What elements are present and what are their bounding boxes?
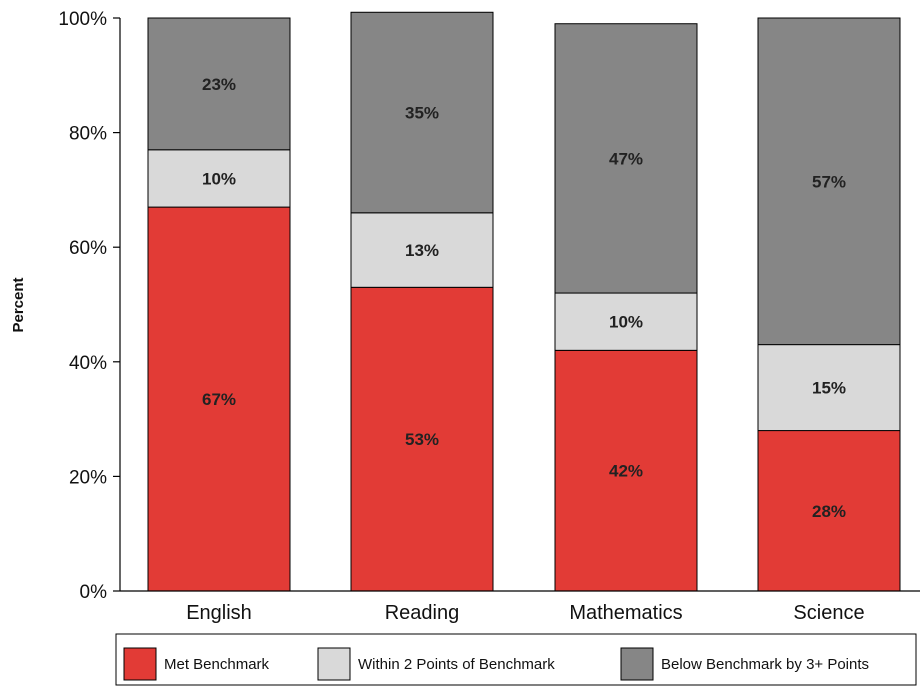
legend: Met Benchmark Within 2 Points of Benchmar… (115, 633, 917, 686)
data-label-science-below-benchmark-by-3-points: 57% (812, 172, 846, 191)
y-tick-label: 0% (80, 582, 108, 603)
y-tick-label: 60% (69, 238, 107, 259)
data-label-reading-within-2-points-of-benchmark: 13% (405, 241, 439, 260)
x-category-label: Science (793, 602, 864, 624)
y-ticks-group: 0% 20% 40% 60% 80% 100% (58, 9, 120, 603)
bar-mathematics-met-benchmark (554, 349, 698, 592)
data-label-english-below-benchmark-by-3-points: 23% (202, 75, 236, 94)
bar-english-within-2-points-of-benchmark (147, 149, 291, 208)
x-category-label: Mathematics (569, 602, 682, 624)
legend-swatch-within-2-points-of-benchmark (317, 647, 351, 681)
data-labels-group: 67% 10% 23% 53% 13% 35% 42% 10% 47% 28% 15% 57% (202, 75, 846, 521)
y-tick-label: 40% (69, 353, 107, 374)
data-label-mathematics-below-benchmark-by-3-points: 47% (609, 149, 643, 168)
axes-group (119, 18, 920, 592)
data-label-mathematics-met-benchmark: 42% (609, 462, 643, 481)
bar-reading-within-2-points-of-benchmark (350, 212, 494, 288)
legend-swatch-below-benchmark-by-3-points (620, 647, 654, 681)
data-label-science-met-benchmark: 28% (812, 502, 846, 521)
bar-science-met-benchmark (757, 430, 901, 592)
y-tick-label: 100% (58, 9, 107, 30)
data-label-english-met-benchmark: 67% (202, 390, 236, 409)
x-category-label: Reading (385, 602, 460, 624)
data-label-mathematics-within-2-points-of-benchmark: 10% (609, 313, 643, 332)
y-tick-label: 80% (69, 124, 107, 145)
data-label-reading-met-benchmark: 53% (405, 430, 439, 449)
bar-mathematics-within-2-points-of-benchmark (554, 292, 698, 351)
legend-swatch-met-benchmark (123, 647, 157, 681)
bars-group (147, 11, 901, 592)
data-label-science-within-2-points-of-benchmark: 15% (812, 379, 846, 398)
data-label-english-within-2-points-of-benchmark: 10% (202, 169, 236, 188)
legend-label-met-benchmark: Met Benchmark (164, 656, 270, 673)
bar-science-within-2-points-of-benchmark (757, 344, 901, 432)
bar-mathematics-below-benchmark-by-3-points (554, 23, 698, 294)
x-labels-group: English Reading Mathematics Science (186, 602, 864, 624)
bar-english-below-benchmark-by-3-points (147, 17, 291, 151)
data-label-reading-below-benchmark-by-3-points: 35% (405, 104, 439, 123)
y-tick-label: 20% (69, 467, 107, 488)
bar-reading-below-benchmark-by-3-points (350, 11, 494, 214)
legend-label-within-2-points-of-benchmark: Within 2 Points of Benchmark (358, 656, 555, 673)
y-axis-title: Percent (10, 277, 27, 332)
legend-label-below-benchmark-by-3-points: Below Benchmark by 3+ Points (661, 656, 869, 673)
bar-science-below-benchmark-by-3-points (757, 17, 901, 346)
x-category-label: English (186, 602, 252, 624)
bar-english-met-benchmark (147, 206, 291, 592)
bar-reading-met-benchmark (350, 286, 494, 592)
legend-frame (115, 633, 917, 686)
